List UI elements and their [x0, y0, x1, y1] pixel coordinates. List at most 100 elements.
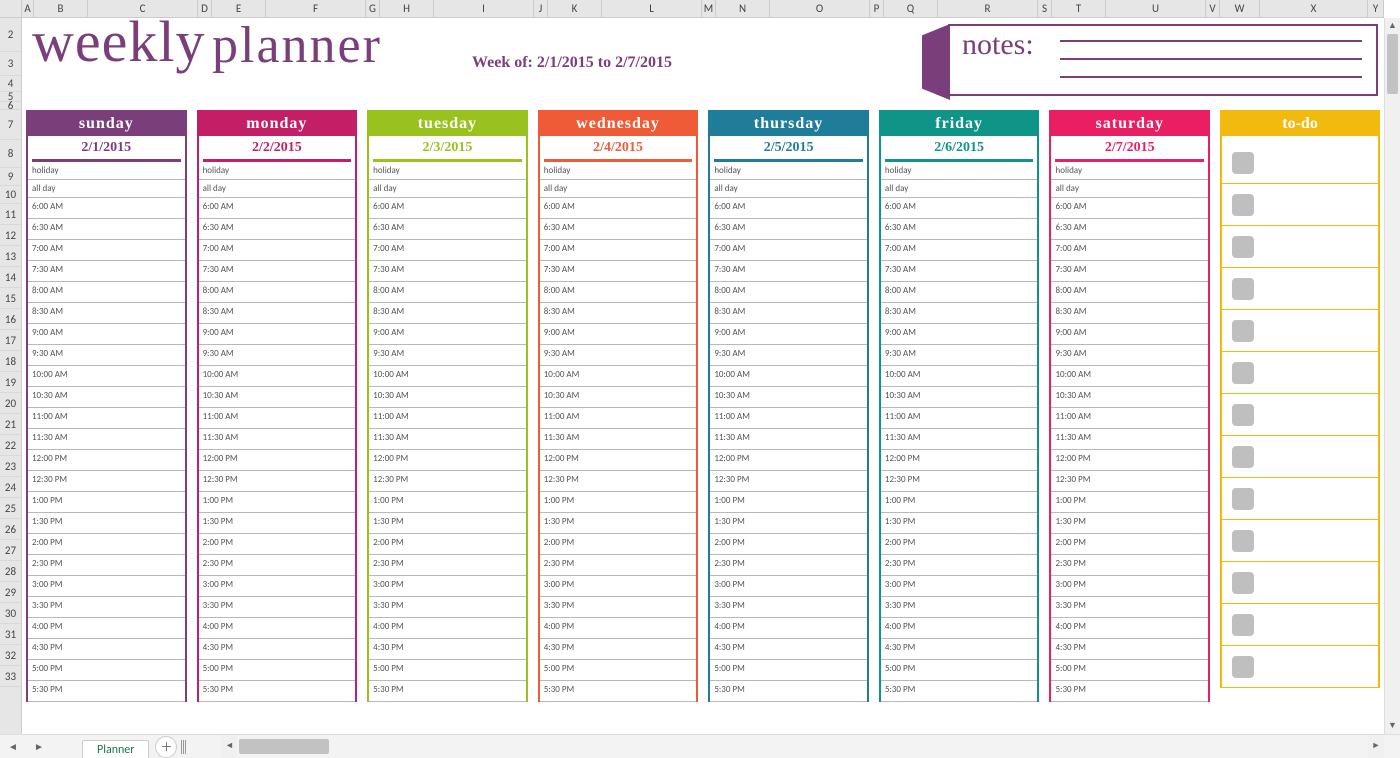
checkbox-icon[interactable]	[1232, 572, 1254, 594]
row-header-25[interactable]: 25	[0, 498, 21, 519]
time-slot[interactable]: 3:30 PM	[710, 597, 867, 618]
time-slot[interactable]: 8:00 AM	[1051, 282, 1208, 303]
column-header-T[interactable]: T	[1052, 0, 1106, 17]
time-slot[interactable]: 4:30 PM	[369, 639, 526, 660]
time-slot[interactable]: 11:00 AM	[540, 408, 697, 429]
time-slot[interactable]: 10:00 AM	[540, 366, 697, 387]
time-slot[interactable]: 1:00 PM	[199, 492, 356, 513]
time-slot[interactable]: 9:00 AM	[28, 324, 185, 345]
time-slot[interactable]: 6:00 AM	[369, 198, 526, 219]
column-header-R[interactable]: R	[938, 0, 1038, 17]
time-slot[interactable]: 12:30 PM	[199, 471, 356, 492]
time-slot[interactable]: 7:00 AM	[28, 240, 185, 261]
time-slot[interactable]: 5:00 PM	[28, 660, 185, 681]
row-header-8[interactable]: 8	[0, 140, 21, 168]
column-header-E[interactable]: E	[212, 0, 266, 17]
time-slot[interactable]: 11:00 AM	[1051, 408, 1208, 429]
time-slot[interactable]: 11:30 AM	[881, 429, 1038, 450]
column-header-D[interactable]: D	[198, 0, 212, 17]
row-header-24[interactable]: 24	[0, 477, 21, 498]
time-slot[interactable]: 9:30 AM	[369, 345, 526, 366]
time-slot[interactable]: 1:30 PM	[1051, 513, 1208, 534]
todo-item[interactable]	[1222, 394, 1378, 436]
time-slot[interactable]: holiday	[710, 162, 867, 180]
time-slot[interactable]: 6:00 AM	[710, 198, 867, 219]
time-slot[interactable]: 5:30 PM	[28, 681, 185, 702]
time-slot[interactable]: 6:00 AM	[881, 198, 1038, 219]
time-slot[interactable]: all day	[1051, 180, 1208, 198]
tab-scroll-splitter[interactable]	[181, 740, 187, 754]
time-slot[interactable]: 9:30 AM	[540, 345, 697, 366]
time-slot[interactable]: 11:30 AM	[369, 429, 526, 450]
todo-item[interactable]	[1222, 268, 1378, 310]
time-slot[interactable]: 6:00 AM	[28, 198, 185, 219]
time-slot[interactable]: 1:00 PM	[369, 492, 526, 513]
time-slot[interactable]: 9:00 AM	[540, 324, 697, 345]
time-slot[interactable]: 6:30 AM	[199, 219, 356, 240]
time-slot[interactable]: 4:30 PM	[540, 639, 697, 660]
sheet-tab-planner[interactable]: Planner	[82, 740, 149, 758]
time-slot[interactable]: 6:00 AM	[540, 198, 697, 219]
time-slot[interactable]: 11:00 AM	[710, 408, 867, 429]
row-header-9[interactable]: 9	[0, 168, 21, 186]
column-header-H[interactable]: H	[380, 0, 434, 17]
row-header-6[interactable]: 6	[0, 102, 21, 110]
time-slot[interactable]: 4:30 PM	[881, 639, 1038, 660]
time-slot[interactable]: 7:30 AM	[369, 261, 526, 282]
time-slot[interactable]: holiday	[369, 162, 526, 180]
time-slot[interactable]: 5:00 PM	[881, 660, 1038, 681]
row-header-3[interactable]: 3	[0, 52, 21, 76]
time-slot[interactable]: 4:30 PM	[199, 639, 356, 660]
row-header-11[interactable]: 11	[0, 204, 21, 225]
time-slot[interactable]: 8:00 AM	[369, 282, 526, 303]
horizontal-scrollbar[interactable]: ◄ ►	[221, 735, 1400, 758]
time-slot[interactable]: 8:00 AM	[710, 282, 867, 303]
time-slot[interactable]: 2:30 PM	[881, 555, 1038, 576]
time-slot[interactable]: 3:30 PM	[28, 597, 185, 618]
scroll-left-icon[interactable]: ◄	[221, 735, 237, 758]
time-slot[interactable]: 7:00 AM	[710, 240, 867, 261]
time-slot[interactable]: 10:00 AM	[199, 366, 356, 387]
column-header-V[interactable]: V	[1206, 0, 1220, 17]
time-slot[interactable]: 12:30 PM	[540, 471, 697, 492]
add-sheet-button[interactable]: ＋	[155, 736, 177, 758]
time-slot[interactable]: 10:00 AM	[28, 366, 185, 387]
time-slot[interactable]: 3:30 PM	[369, 597, 526, 618]
tab-nav-prev-icon[interactable]: ◄	[0, 735, 26, 758]
checkbox-icon[interactable]	[1232, 530, 1254, 552]
todo-item[interactable]	[1222, 562, 1378, 604]
time-slot[interactable]: 11:30 AM	[710, 429, 867, 450]
time-slot[interactable]: 8:30 AM	[540, 303, 697, 324]
column-header-X[interactable]: X	[1260, 0, 1368, 17]
column-header-W[interactable]: W	[1220, 0, 1260, 17]
column-header-N[interactable]: N	[716, 0, 770, 17]
time-slot[interactable]: 1:00 PM	[28, 492, 185, 513]
time-slot[interactable]: 12:00 PM	[710, 450, 867, 471]
time-slot[interactable]: 4:00 PM	[881, 618, 1038, 639]
time-slot[interactable]: holiday	[881, 162, 1038, 180]
row-header-15[interactable]: 15	[0, 288, 21, 309]
time-slot[interactable]: 6:30 AM	[1051, 219, 1208, 240]
column-header-U[interactable]: U	[1106, 0, 1206, 17]
time-slot[interactable]: 4:00 PM	[28, 618, 185, 639]
time-slot[interactable]: 1:30 PM	[199, 513, 356, 534]
row-header-22[interactable]: 22	[0, 435, 21, 456]
time-slot[interactable]: 7:30 AM	[28, 261, 185, 282]
time-slot[interactable]: holiday	[540, 162, 697, 180]
time-slot[interactable]: 2:30 PM	[710, 555, 867, 576]
time-slot[interactable]: 10:30 AM	[881, 387, 1038, 408]
time-slot[interactable]: 7:00 AM	[1051, 240, 1208, 261]
todo-item[interactable]	[1222, 142, 1378, 184]
vscroll-thumb[interactable]	[1387, 34, 1398, 94]
time-slot[interactable]: 5:30 PM	[369, 681, 526, 702]
time-slot[interactable]: 2:00 PM	[199, 534, 356, 555]
tab-nav-next-icon[interactable]: ►	[26, 735, 52, 758]
time-slot[interactable]: 4:00 PM	[540, 618, 697, 639]
time-slot[interactable]: 1:30 PM	[710, 513, 867, 534]
time-slot[interactable]: 8:00 AM	[540, 282, 697, 303]
column-header-M[interactable]: M	[702, 0, 716, 17]
time-slot[interactable]: 2:30 PM	[540, 555, 697, 576]
time-slot[interactable]: 3:00 PM	[1051, 576, 1208, 597]
time-slot[interactable]: 7:30 AM	[881, 261, 1038, 282]
time-slot[interactable]: 6:30 AM	[710, 219, 867, 240]
